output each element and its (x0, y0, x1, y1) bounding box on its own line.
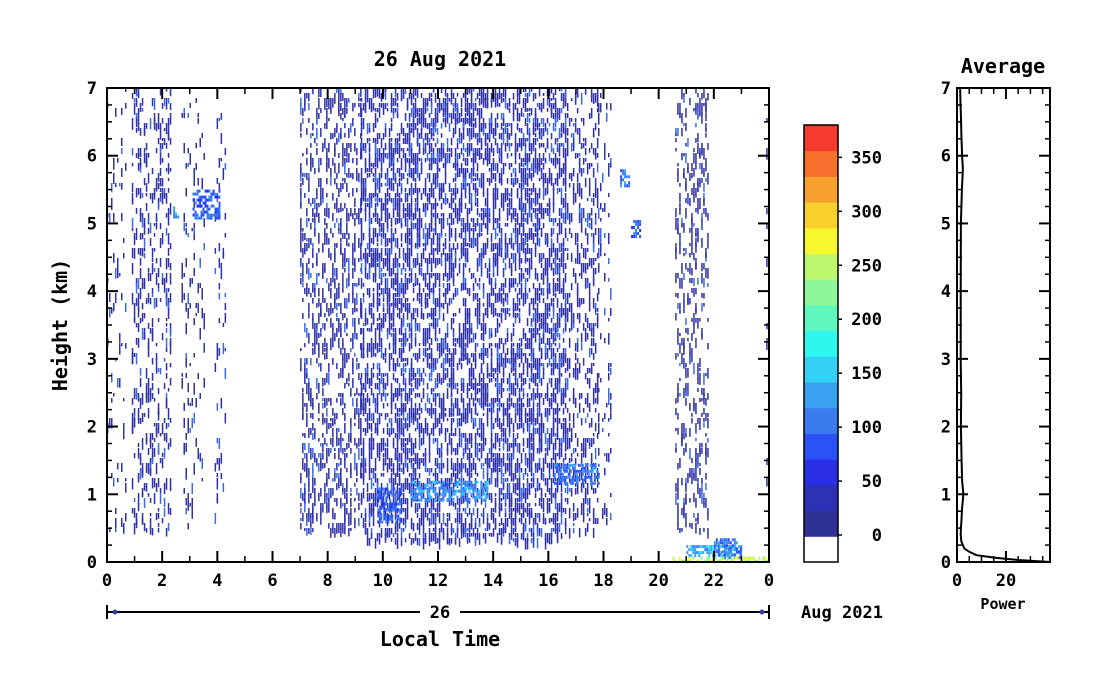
average-y-tick-label: 5 (941, 214, 951, 234)
x-tick-label: 2 (157, 571, 167, 591)
average-x-axis: 0 20 (952, 88, 1044, 591)
colorbar-swatch (804, 536, 838, 563)
enhanced-echo-patch (713, 538, 742, 560)
average-y-tick-label: 2 (941, 418, 951, 438)
colorbar-swatch (804, 510, 838, 537)
colorbar-swatch (804, 202, 838, 229)
colorbar-swatch (804, 125, 838, 152)
x-tick-label: 0 (102, 571, 112, 591)
x-tick-label: 6 (267, 571, 277, 591)
x-tick-label: 16 (538, 571, 558, 591)
day-label: 26 (430, 603, 450, 623)
echo-region (300, 88, 362, 538)
date-bracket: 26 (106, 603, 770, 623)
average-y-tick-label: 4 (941, 282, 951, 302)
colorbar-swatch (804, 176, 838, 203)
x-tick-label: 4 (212, 571, 222, 591)
colorbar-swatch (804, 227, 838, 255)
echo-region (214, 113, 227, 524)
average-title: Average (961, 54, 1045, 78)
colorbar-swatch (804, 356, 838, 383)
main-y-axis-label: Height (km) (48, 259, 72, 391)
colorbar-frame (803, 124, 839, 563)
colorbar-swatch (804, 484, 838, 512)
average-y-tick-label: 6 (941, 147, 951, 167)
average-y-tick-label: 7 (941, 79, 951, 99)
x-tick-label: 14 (483, 571, 503, 591)
x-tick-label: 8 (323, 571, 333, 591)
colorbar-swatch (804, 279, 838, 306)
main-x-axis: 0 2 4 6 8 10 12 14 16 18 20 22 0 (102, 88, 774, 591)
echo-region (107, 88, 127, 534)
colorbar-swatch (804, 150, 838, 177)
x-tick-label: 10 (373, 571, 393, 591)
average-x-tick-label: 20 (996, 571, 1016, 591)
x-tick-label: 22 (704, 571, 724, 591)
enhanced-echo-patch (631, 220, 642, 238)
x-tick-label: 20 (648, 571, 668, 591)
average-profile-line (959, 87, 1051, 563)
enhanced-echo-patch (410, 480, 489, 502)
colorbar-swatch (804, 407, 838, 434)
colorbar-tick-label: 50 (862, 472, 882, 492)
y-tick-label: 6 (87, 147, 97, 167)
average-plot-frame (956, 87, 1051, 563)
colorbar-swatch (804, 382, 838, 409)
enhanced-echo-layer (173, 169, 769, 563)
average-x-tick-label: 0 (952, 571, 962, 591)
colorbar-swatch (804, 433, 838, 460)
colorbar-swatch (804, 253, 838, 280)
enhanced-echo-patch (192, 189, 221, 220)
echo-region (131, 88, 172, 537)
colorbar-swatch (804, 304, 838, 332)
main-title: 26 Aug 2021 (374, 47, 506, 71)
average-profile-panel: Average 0 20 0 1 2 3 4 5 6 7 Power (941, 54, 1051, 613)
echo-region (181, 98, 205, 530)
average-y-tick-label: 1 (941, 485, 951, 505)
colorbar-tick-label: 250 (851, 256, 882, 276)
enhanced-echo-patch (553, 463, 600, 485)
colorbar-swatch (804, 330, 838, 357)
y-tick-label: 2 (87, 418, 97, 438)
echo-region (598, 93, 612, 526)
x-tick-label: 18 (593, 571, 613, 591)
colorbar-swatch (804, 459, 838, 486)
colorbar: 0 50 100 150 200 250 300 350 (803, 124, 882, 563)
average-y-axis: 0 1 2 3 4 5 6 7 (941, 79, 1050, 573)
average-y-tick-label: 3 (941, 350, 951, 370)
height-time-heatmap: 26 Aug 2021 0 2 4 6 8 10 12 14 16 18 20 22 0 0123456… (48, 47, 883, 651)
colorbar-tick-label: 150 (851, 364, 882, 384)
colorbar-tick-label: 200 (851, 310, 882, 330)
enhanced-echo-patch (620, 169, 631, 188)
enhanced-echo-patch (173, 206, 180, 219)
colorbar-tick-label: 300 (851, 202, 882, 222)
y-tick-label: 0 (87, 553, 97, 573)
main-y-axis: 0 1 2 3 4 5 6 7 (87, 79, 769, 573)
colorbar-tick-label: 0 (872, 526, 882, 546)
echo-layer (107, 88, 770, 550)
y-tick-label: 1 (87, 485, 97, 505)
average-y-tick-label: 0 (941, 553, 951, 573)
echo-region (675, 88, 709, 539)
x-tick-label: 0 (764, 571, 774, 591)
x-tick-label: 12 (428, 571, 448, 591)
y-tick-label: 3 (87, 350, 97, 370)
colorbar-tick-label: 100 (851, 418, 882, 438)
echo-region (360, 88, 567, 550)
y-tick-label: 5 (87, 214, 97, 234)
month-year-label: Aug 2021 (801, 603, 883, 623)
y-tick-label: 7 (87, 79, 97, 99)
average-x-axis-label: Power (980, 595, 1025, 613)
colorbar-tick-label: 350 (851, 148, 882, 168)
enhanced-echo-patch (377, 487, 402, 524)
main-x-axis-label: Local Time (380, 627, 500, 651)
y-tick-label: 4 (87, 282, 97, 302)
